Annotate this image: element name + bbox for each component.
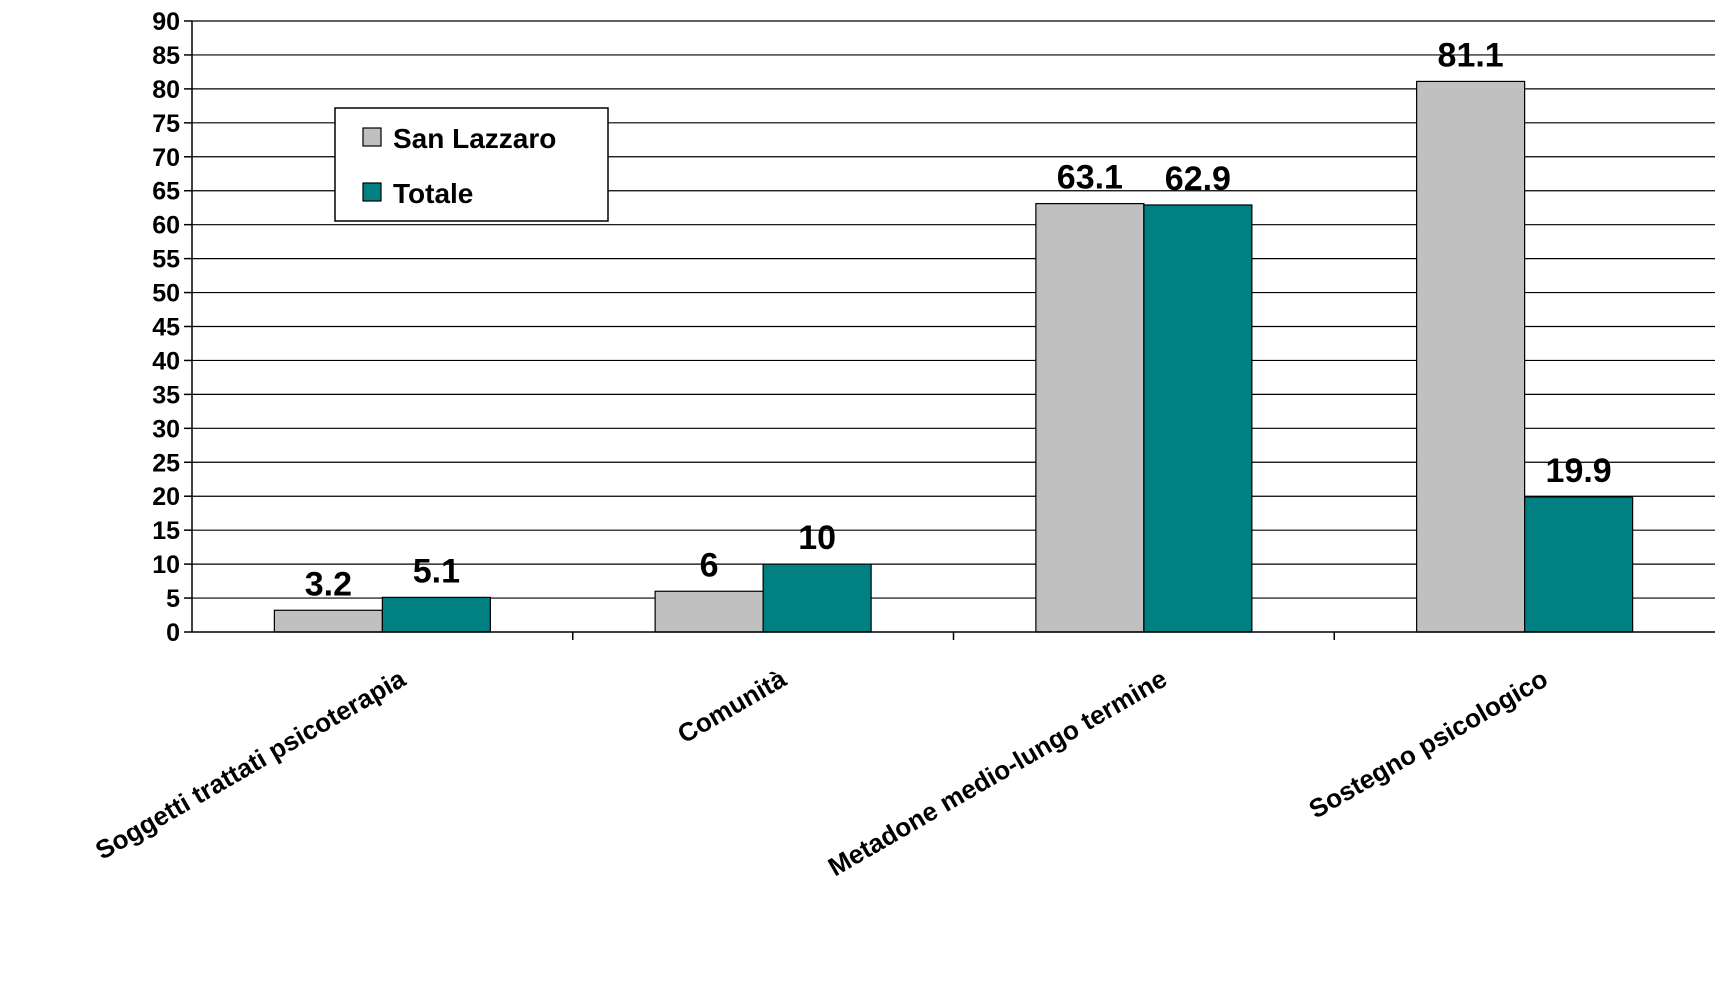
data-label: 5.1 bbox=[413, 552, 460, 590]
y-tick-label: 55 bbox=[152, 246, 180, 274]
bar-totale bbox=[1524, 496, 1634, 633]
y-tick-label: 45 bbox=[152, 314, 180, 342]
y-tick-label: 30 bbox=[152, 415, 180, 443]
y-tick-label: 50 bbox=[152, 280, 180, 308]
legend-swatch-totale bbox=[362, 182, 382, 202]
bar-totale bbox=[762, 563, 872, 633]
data-label: 81.1 bbox=[1438, 36, 1504, 74]
y-tick-label: 5 bbox=[166, 585, 180, 613]
y-tick-label: 25 bbox=[152, 449, 180, 477]
y-tick-label: 10 bbox=[152, 551, 180, 579]
legend-label-san-lazzaro: San Lazzaro bbox=[393, 123, 556, 154]
legend-box bbox=[334, 107, 609, 222]
category-label: Metadone medio-lungo termine bbox=[823, 663, 1172, 882]
y-tick-label: 65 bbox=[152, 178, 180, 206]
axes bbox=[184, 20, 1715, 640]
y-tick-label: 0 bbox=[166, 619, 180, 647]
y-tick-label: 75 bbox=[152, 110, 180, 138]
bar-san-lazzaro bbox=[273, 609, 383, 633]
y-tick-labels: 0 5 10 15 20 25 30 35 40 45 50 55 60 65 70 75 80 85 90 bbox=[152, 8, 180, 647]
legend-swatch-san-lazzaro bbox=[362, 127, 382, 147]
data-label: 6 bbox=[700, 546, 719, 584]
category-label: Sostegno psicologico bbox=[1304, 663, 1553, 824]
y-tick-label: 70 bbox=[152, 144, 180, 172]
data-labels: 3.2 5.1 6 10 63.1 62.9 81.1 19.9 bbox=[305, 36, 1612, 603]
y-tick-label: 35 bbox=[152, 381, 180, 409]
y-tick-label: 80 bbox=[152, 76, 180, 104]
data-label: 3.2 bbox=[305, 565, 352, 603]
data-label: 19.9 bbox=[1546, 452, 1612, 490]
y-tick-label: 40 bbox=[152, 347, 180, 375]
data-label: 10 bbox=[798, 519, 836, 557]
data-label: 63.1 bbox=[1057, 159, 1123, 197]
category-label: Comunità bbox=[672, 663, 791, 749]
bar-san-lazzaro bbox=[1416, 80, 1526, 633]
data-label: 62.9 bbox=[1165, 160, 1231, 198]
bar-san-lazzaro bbox=[1035, 203, 1145, 633]
category-label: Soggetti trattati psicoterapia bbox=[90, 663, 411, 865]
y-tick-label: 85 bbox=[152, 42, 180, 70]
bar-totale bbox=[381, 596, 491, 633]
bars bbox=[273, 80, 1634, 633]
legend-label-totale: Totale bbox=[393, 178, 473, 209]
y-tick-label: 15 bbox=[152, 517, 180, 545]
y-tick-label: 60 bbox=[152, 212, 180, 240]
bar-san-lazzaro bbox=[654, 590, 764, 633]
bar-totale bbox=[1143, 204, 1253, 633]
y-tick-label: 20 bbox=[152, 483, 180, 511]
y-tick-label: 90 bbox=[152, 8, 180, 36]
legend: San Lazzaro Totale bbox=[334, 107, 609, 222]
category-labels: Soggetti trattati psicoterapia Comunità Me… bbox=[90, 663, 1553, 882]
